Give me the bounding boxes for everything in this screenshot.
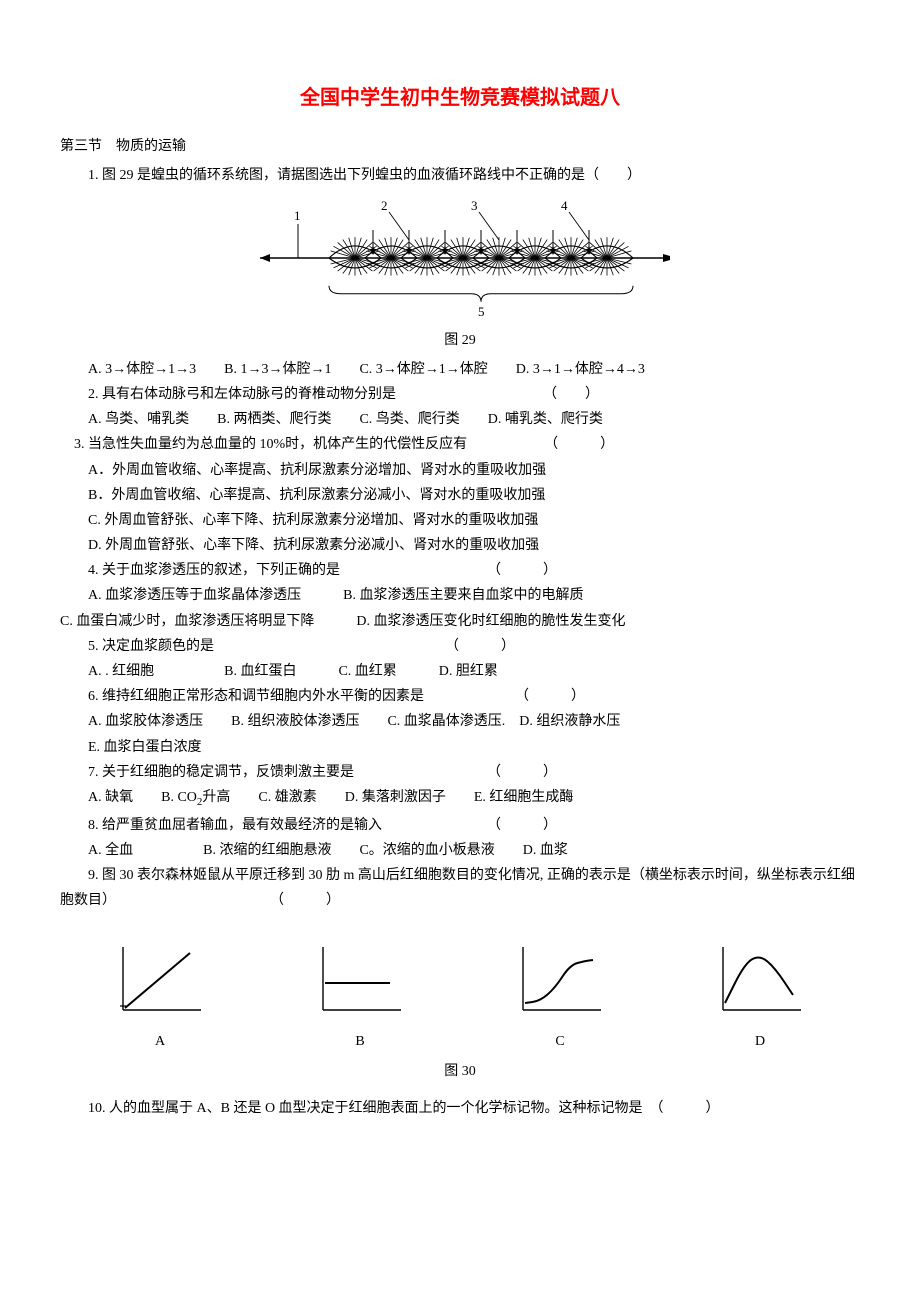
- q1-options: A. 3→体腔→1→3 B. 1→3→体腔→1 C. 3→体腔→1→体腔 D. …: [60, 357, 860, 382]
- figure-29-caption: 图 29: [60, 328, 860, 353]
- q4-opts-ab: A. 血浆渗透压等于血浆晶体渗透压 B. 血浆渗透压主要来自血浆中的电解质: [60, 583, 860, 608]
- q2-options: A. 鸟类、哺乳类 B. 两栖类、爬行类 C. 鸟类、爬行类 D. 哺乳类、爬行…: [60, 407, 860, 432]
- q3-opt-b: B．外周血管收缩、心率提高、抗利尿激素分泌减小、肾对水的重吸收加强: [88, 483, 860, 508]
- q7-options: A. 缺氧 B. CO2升高 C. 雄激素 D. 集落刺激因子 E. 红细胞生成…: [60, 785, 860, 813]
- svg-text:5: 5: [478, 304, 485, 316]
- q2-stem: 2. 具有右体动脉弓和左体动脉弓的脊椎动物分别是 （ ）: [60, 382, 860, 407]
- fig30-chart-c: C: [515, 943, 605, 1054]
- q3-opt-c: C. 外周血管舒张、心率下降、抗利尿激素分泌增加、肾对水的重吸收加强: [88, 508, 860, 533]
- q3-options: A．外周血管收缩、心率提高、抗利尿激素分泌增加、肾对水的重吸收加强 B．外周血管…: [60, 458, 860, 559]
- fig30-label-b: B: [315, 1029, 405, 1054]
- q5-options: A. . 红细胞 B. 血红蛋白 C. 血红累 D. 胆红累: [60, 659, 860, 684]
- svg-text:2: 2: [381, 198, 388, 213]
- svg-text:3: 3: [471, 198, 478, 213]
- q6-options-1: A. 血浆胶体渗透压 B. 组织液胶体渗透压 C. 血浆晶体渗透压. D. 组织…: [60, 709, 860, 734]
- q7-opt-pre: A. 缺氧 B. CO: [88, 790, 197, 805]
- fig30-chart-d: D: [715, 943, 805, 1054]
- q3-opt-a: A．外周血管收缩、心率提高、抗利尿激素分泌增加、肾对水的重吸收加强: [88, 458, 860, 483]
- section-heading: 第三节 物质的运输: [60, 134, 860, 159]
- figure-29: 1 2 3 4 5 图 29: [60, 196, 860, 352]
- q4-stem: 4. 关于血浆渗透压的叙述，下列正确的是 （ ）: [60, 558, 860, 583]
- fig30-label-d: D: [715, 1029, 805, 1054]
- figure-30-caption: 图 30: [60, 1059, 860, 1084]
- figure-30: A B C D: [60, 943, 860, 1054]
- page-title: 全国中学生初中生物竞赛模拟试题八: [60, 80, 860, 116]
- q9-stem: 9. 图 30 表尔森林姬鼠从平原迁移到 30 肋 m 高山后红细胞数目的变化情…: [60, 863, 860, 913]
- q7-opt-post: 升高 C. 雄激素 D. 集落刺激因子 E. 红细胞生成酶: [202, 790, 573, 805]
- fig30-chart-b: B: [315, 943, 405, 1054]
- q6-stem: 6. 维持红细胞正常形态和调节细胞内外水平衡的因素是 （ ）: [60, 684, 860, 709]
- q8-stem: 8. 给严重贫血屈者输血，最有效最经济的是输入 （ ）: [60, 813, 860, 838]
- q3-stem: 3. 当急性失血量约为总血量的 10%时，机体产生的代偿性反应有 （ ）: [60, 432, 860, 457]
- q10-stem: 10. 人的血型属于 A、B 还是 O 血型决定于红细胞表面上的一个化学标记物。…: [60, 1096, 860, 1121]
- q6-options-2: E. 血浆白蛋白浓度: [60, 735, 860, 760]
- q3-opt-d: D. 外周血管舒张、心率下降、抗利尿激素分泌减小、肾对水的重吸收加强: [88, 533, 860, 558]
- q1-stem: 1. 图 29 是蝗虫的循环系统图，请据图选出下列蝗虫的血液循环路线中不正确的是…: [60, 163, 860, 188]
- q7-stem: 7. 关于红细胞的稳定调节，反馈刺激主要是 （ ）: [60, 760, 860, 785]
- svg-text:4: 4: [561, 198, 568, 213]
- q8-options: A. 全血 B. 浓缩的红细胞悬液 C。浓缩的血小板悬液 D. 血浆: [60, 838, 860, 863]
- fig30-chart-a: A: [115, 943, 205, 1054]
- question-1: 1. 图 29 是蝗虫的循环系统图，请据图选出下列蝗虫的血液循环路线中不正确的是…: [60, 163, 860, 188]
- svg-text:1: 1: [294, 208, 301, 223]
- figure-29-svg: 1 2 3 4 5: [250, 196, 670, 316]
- q5-stem: 5. 决定血浆颜色的是 （ ）: [60, 634, 860, 659]
- q4-opts-cd: C. 血蛋白减少时，血浆渗透压将明显下降 D. 血浆渗透压变化时红细胞的脆性发生…: [60, 609, 860, 634]
- fig30-label-a: A: [115, 1029, 205, 1054]
- fig30-label-c: C: [515, 1029, 605, 1054]
